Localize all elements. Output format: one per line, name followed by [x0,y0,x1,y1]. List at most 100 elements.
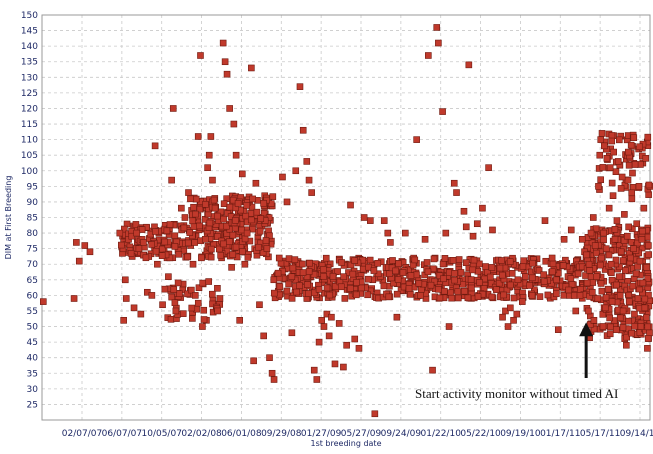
data-point [618,173,626,181]
data-point [625,223,632,231]
data-point [178,204,185,212]
data-point [220,240,227,248]
data-point [435,285,442,293]
data-point [154,260,161,268]
data-point [243,229,251,237]
data-point [341,295,349,302]
data-point [592,249,600,257]
data-point [285,280,292,288]
data-point [536,293,544,300]
data-point [323,284,331,292]
data-point [310,366,318,374]
x-tick-label: 06/07/07 [102,429,142,439]
data-point [473,220,481,228]
data-point [137,310,145,318]
data-point [631,161,639,168]
data-point [371,410,379,418]
data-point [528,274,536,282]
data-point [402,229,409,237]
data-point [268,369,276,377]
data-point [636,257,644,265]
data-point [616,292,624,299]
data-point [175,250,183,258]
data-point [386,270,393,277]
data-point [631,322,638,330]
data-point [191,239,198,246]
data-point [127,250,135,257]
data-point [611,236,619,243]
data-point [462,259,470,266]
data-point [322,254,330,262]
data-point [598,254,605,262]
data-point [209,290,216,298]
data-point [425,52,432,59]
data-point [597,176,604,184]
data-point [288,295,296,302]
data-point [189,260,197,268]
data-point [187,195,194,203]
data-point [597,280,605,287]
data-point [256,301,263,309]
data-point [358,284,365,292]
data-point [385,293,393,301]
data-point [229,231,237,239]
data-point [181,214,189,221]
data-point [380,217,388,224]
data-point [590,325,598,333]
data-point [457,269,465,276]
data-point [583,251,590,259]
data-point [366,256,374,264]
data-point [188,286,195,294]
data-point [70,295,78,302]
data-point [242,212,250,220]
data-point [617,185,625,192]
data-point [423,259,431,266]
data-point [535,267,543,274]
data-point [578,236,586,243]
data-point [244,254,252,261]
data-point [351,335,359,343]
y-tick-label: 130 [21,73,38,83]
data-point [447,289,454,297]
data-point [238,226,246,234]
data-point [629,169,636,177]
data-point [186,229,194,236]
data-point [424,268,432,276]
data-point [167,316,175,323]
data-point [253,208,261,216]
data-point [413,136,420,143]
data-point [365,263,372,271]
data-point [441,255,449,262]
data-point [634,263,641,270]
data-point [631,310,638,318]
data-point [644,335,652,342]
annotation-text: Start activity monitor without timed AI [415,386,618,401]
data-point [585,307,592,315]
y-axis-title: DIM at First Breeding [4,176,13,260]
y-tick-label: 45 [27,338,38,348]
data-point [619,324,627,331]
data-point [500,291,508,299]
data-point [202,236,209,243]
data-point [209,176,216,184]
data-point [159,245,166,253]
data-point [619,307,627,315]
data-point [238,170,246,178]
data-point [601,142,608,150]
data-point [399,269,407,276]
annotation: Start activity monitor without timed AI [415,322,618,401]
data-point [608,132,616,139]
data-point [364,291,371,299]
data-point [514,276,522,284]
x-tick-label: 09/14/11 [620,429,653,439]
data-point [142,254,150,262]
data-point [325,332,333,340]
x-tick-label: 01/22/10 [421,429,462,439]
data-point [421,236,429,243]
data-point [440,275,447,283]
y-tick-labels: 25 30 35 40 45 50 55 60 65 70 75 80 85 90 95 100 105 110 1… [21,11,38,410]
data-point [121,276,129,284]
data-point [288,273,296,280]
data-point [351,257,359,264]
